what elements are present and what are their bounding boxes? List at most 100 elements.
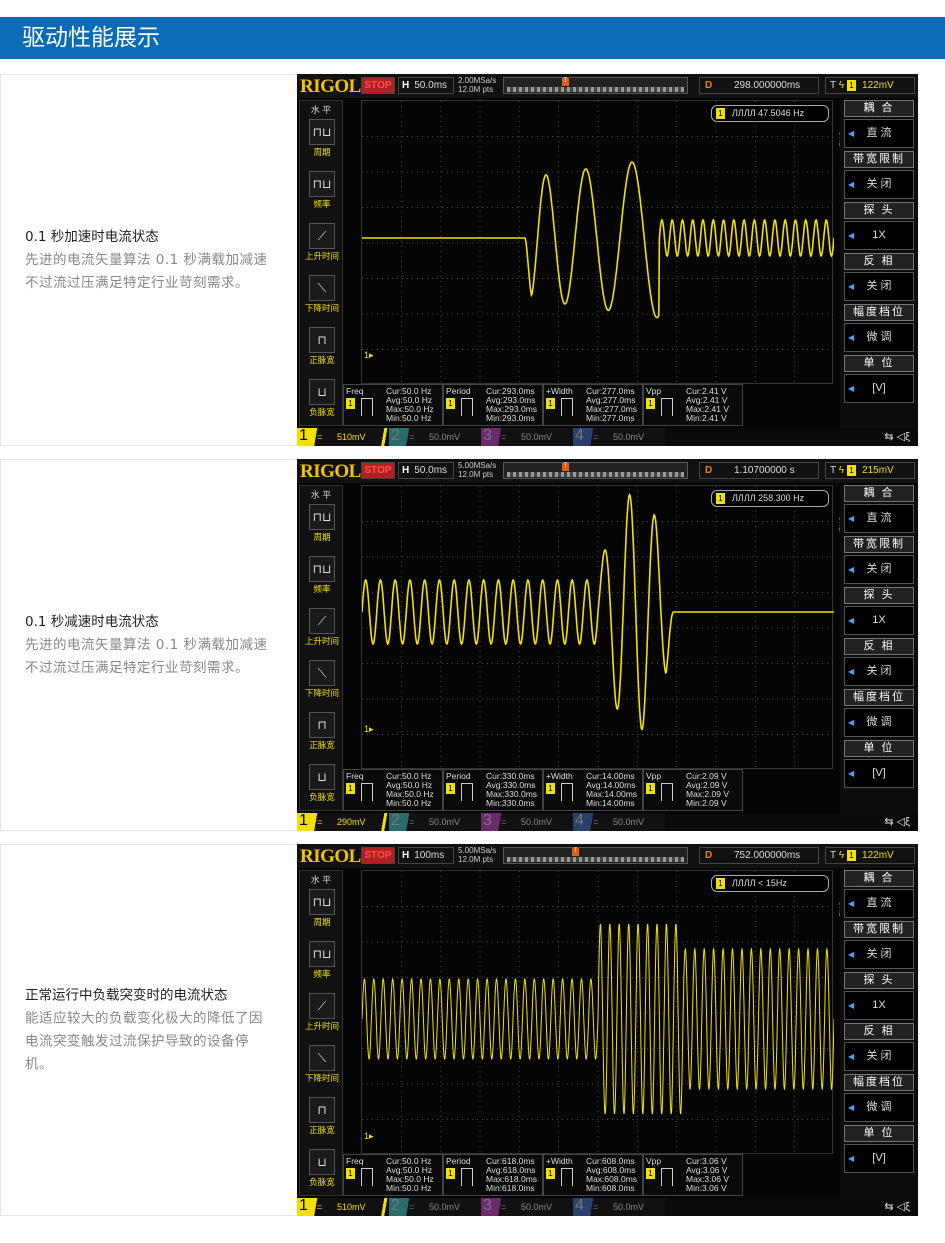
measure-button-5[interactable]: ⊔ 负脉宽 xyxy=(305,764,339,803)
pulse-icon: ⟍ xyxy=(309,660,335,686)
pulse-icon xyxy=(561,783,573,801)
waveform-display[interactable]: 1▸ xyxy=(361,870,834,1155)
measure-button-0[interactable]: ⊓⊔ 周期 xyxy=(305,119,339,158)
channel-2[interactable]: 2 = 50.0mV xyxy=(389,1197,481,1216)
measurement-value: Avg:2.09 V xyxy=(686,780,728,790)
channel-1[interactable]: 1 = 510mV xyxy=(297,1197,389,1216)
measure-button-5[interactable]: ⊔ 负脉宽 xyxy=(305,1149,339,1188)
menu-item-2[interactable]: 探 头 ◀ 1X xyxy=(844,972,914,1022)
menu-item-5[interactable]: 单 位 ◀ [V] xyxy=(844,355,914,405)
menu-value[interactable]: ◀ 关 闭 xyxy=(844,1042,914,1071)
menu-value[interactable]: ◀ 直 流 xyxy=(844,119,914,148)
pulse-icon xyxy=(461,783,473,801)
waveform-display[interactable]: 1▸ xyxy=(361,485,834,770)
menu-value[interactable]: ◀ 关 闭 xyxy=(844,940,914,969)
channel-4[interactable]: 4 = 50.0mV xyxy=(573,427,665,446)
run-stop-status[interactable]: STOP xyxy=(361,847,395,864)
channel-3[interactable]: 3 = 50.0mV xyxy=(481,427,573,446)
measure-button-1[interactable]: ⊓⊔ 频率 xyxy=(305,941,339,980)
menu-value[interactable]: ◀ 微 调 xyxy=(844,708,914,737)
menu-value[interactable]: ◀ 直 流 xyxy=(844,889,914,918)
channel-2[interactable]: 2 = 50.0mV xyxy=(389,812,481,831)
pulse-icon: ⊓⊔ xyxy=(309,941,335,967)
measure-button-3[interactable]: ⟍ 下降时间 xyxy=(305,1045,339,1084)
measure-button-2[interactable]: ⟋ 上升时间 xyxy=(305,608,339,647)
menu-item-1[interactable]: 带宽限制 ◀ 关 闭 xyxy=(844,921,914,971)
memory-overview[interactable]: T xyxy=(503,77,688,94)
waveform-svg: 1▸ xyxy=(362,101,834,385)
trigger[interactable]: T ϟ 1 215mV xyxy=(825,462,915,479)
measurement-value: Cur:277.0ms xyxy=(586,386,635,396)
menu-value[interactable]: ◀ 关 闭 xyxy=(844,170,914,199)
menu-value[interactable]: ◀ 关 闭 xyxy=(844,555,914,584)
menu-item-4[interactable]: 幅度档位 ◀ 微 调 xyxy=(844,304,914,354)
measure-button-1[interactable]: ⊓⊔ 频率 xyxy=(305,171,339,210)
menu-item-0[interactable]: 耦 合 ◀ 直 流 xyxy=(844,870,914,920)
menu-value[interactable]: ◀ 关 闭 xyxy=(844,272,914,301)
menu-value[interactable]: ◀ 微 调 xyxy=(844,323,914,352)
menu-value[interactable]: ◀ 1X xyxy=(844,221,914,250)
measure-button-2[interactable]: ⟋ 上升时间 xyxy=(305,223,339,262)
channel-1[interactable]: 1 = 510mV xyxy=(297,427,389,446)
channel-3[interactable]: 3 = 50.0mV xyxy=(481,1197,573,1216)
measurement-3: Vpp 1 Cur:2.41 V Avg:2.41 V Max:2.41 V Min:2.… xyxy=(643,384,743,426)
timebase[interactable]: H 100ms xyxy=(398,847,454,864)
menu-value[interactable]: ◀ 1X xyxy=(844,991,914,1020)
usb-speaker-icon: ⇆ ◁ξ xyxy=(884,431,910,443)
menu-value[interactable]: ◀ [V] xyxy=(844,759,914,788)
memory-overview[interactable]: T xyxy=(503,462,688,479)
channel-3[interactable]: 3 = 50.0mV xyxy=(481,812,573,831)
run-stop-status[interactable]: STOP xyxy=(361,77,395,94)
menu-value[interactable]: ◀ 关 闭 xyxy=(844,657,914,686)
menu-item-0[interactable]: 耦 合 ◀ 直 流 xyxy=(844,485,914,535)
pulse-icon xyxy=(661,398,673,416)
channel-2[interactable]: 2 = 50.0mV xyxy=(389,427,481,446)
delay[interactable]: D 752.000000ms xyxy=(699,847,819,864)
measurement-value: Cur:293.0ms xyxy=(486,386,535,396)
memory-overview[interactable]: T xyxy=(503,847,688,864)
measure-button-3[interactable]: ⟍ 下降时间 xyxy=(305,275,339,314)
delay[interactable]: D 298.000000ms xyxy=(699,77,819,94)
waveform-display[interactable]: 1▸ xyxy=(361,100,834,385)
delay[interactable]: D 1.10700000 s xyxy=(699,462,819,479)
trigger[interactable]: T ϟ 1 122mV xyxy=(825,847,915,864)
menu-item-3[interactable]: 反 相 ◀ 关 闭 xyxy=(844,253,914,303)
menu-item-4[interactable]: 幅度档位 ◀ 微 调 xyxy=(844,689,914,739)
menu-item-1[interactable]: 带宽限制 ◀ 关 闭 xyxy=(844,151,914,201)
timebase[interactable]: H 50.0ms xyxy=(398,462,454,479)
measure-button-5[interactable]: ⊔ 负脉宽 xyxy=(305,379,339,418)
menu-value[interactable]: ◀ 直 流 xyxy=(844,504,914,533)
measure-button-4[interactable]: ⊓ 正脉宽 xyxy=(305,712,339,751)
menu-item-5[interactable]: 单 位 ◀ [V] xyxy=(844,1125,914,1175)
menu-value[interactable]: ◀ 微 调 xyxy=(844,1093,914,1122)
measurement-value: Min:50.0 Hz xyxy=(386,1183,432,1193)
menu-item-5[interactable]: 单 位 ◀ [V] xyxy=(844,740,914,790)
measurement-3: Vpp 1 Cur:3.06 V Avg:3.06 V Max:3.06 V Min:3.… xyxy=(643,1154,743,1196)
measure-button-0[interactable]: ⊓⊔ 周期 xyxy=(305,889,339,928)
channel-4[interactable]: 4 = 50.0mV xyxy=(573,812,665,831)
menu-item-4[interactable]: 幅度档位 ◀ 微 调 xyxy=(844,1074,914,1124)
measure-button-1[interactable]: ⊓⊔ 频率 xyxy=(305,556,339,595)
measure-button-2[interactable]: ⟋ 上升时间 xyxy=(305,993,339,1032)
menu-item-1[interactable]: 带宽限制 ◀ 关 闭 xyxy=(844,536,914,586)
measure-button-4[interactable]: ⊓ 正脉宽 xyxy=(305,1097,339,1136)
measurement-value: Avg:618.0ms xyxy=(486,1165,536,1175)
menu-value[interactable]: ◀ 1X xyxy=(844,606,914,635)
run-stop-status[interactable]: STOP xyxy=(361,462,395,479)
pulse-icon: ⊔ xyxy=(309,1149,335,1175)
measurement-value: Avg:50.0 Hz xyxy=(386,395,433,405)
channel-4[interactable]: 4 = 50.0mV xyxy=(573,1197,665,1216)
measure-button-3[interactable]: ⟍ 下降时间 xyxy=(305,660,339,699)
timebase[interactable]: H 50.0ms xyxy=(398,77,454,94)
measure-button-4[interactable]: ⊓ 正脉宽 xyxy=(305,327,339,366)
menu-value[interactable]: ◀ [V] xyxy=(844,374,914,403)
menu-item-2[interactable]: 探 头 ◀ 1X xyxy=(844,587,914,637)
menu-item-3[interactable]: 反 相 ◀ 关 闭 xyxy=(844,638,914,688)
measure-button-0[interactable]: ⊓⊔ 周期 xyxy=(305,504,339,543)
menu-item-2[interactable]: 探 头 ◀ 1X xyxy=(844,202,914,252)
trigger[interactable]: T ϟ 1 122mV xyxy=(825,77,915,94)
menu-item-3[interactable]: 反 相 ◀ 关 闭 xyxy=(844,1023,914,1073)
channel-1[interactable]: 1 = 290mV xyxy=(297,812,389,831)
menu-item-0[interactable]: 耦 合 ◀ 直 流 xyxy=(844,100,914,150)
menu-value[interactable]: ◀ [V] xyxy=(844,1144,914,1173)
